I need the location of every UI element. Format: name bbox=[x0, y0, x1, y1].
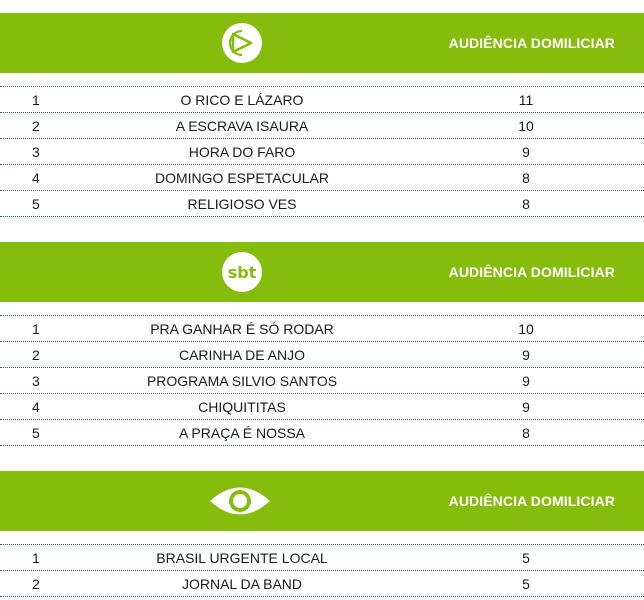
program-cell: A PRAÇA É NOSSA bbox=[178, 425, 306, 441]
table-row: 2 A ESCRAVA ISAURA 10 bbox=[0, 113, 644, 139]
sbt-logo-icon: sbt bbox=[222, 252, 262, 292]
rank-cell: 1 bbox=[32, 550, 40, 566]
program-cell: BRASIL URGENTE LOCAL bbox=[156, 550, 328, 566]
audience-header-label: AUDIÊNCIA DOMILICIAR bbox=[448, 35, 615, 51]
table-row: 5 RELIGIOSO VES 8 bbox=[0, 191, 644, 217]
program-cell: RELIGIOSO VES bbox=[187, 196, 297, 212]
section-header: AUDIÊNCIA DOMILICIAR bbox=[0, 471, 644, 531]
audience-cell: 5 bbox=[522, 576, 530, 592]
audience-cell: 9 bbox=[522, 373, 530, 389]
program-cell: JORNAL DA BAND bbox=[181, 576, 303, 592]
program-cell: CHIQUITITAS bbox=[198, 399, 286, 415]
audience-header-label: AUDIÊNCIA DOMILICIAR bbox=[448, 493, 615, 509]
table-row: 3 HORA DO FARO 9 bbox=[0, 139, 644, 165]
audience-cell: 5 bbox=[522, 550, 530, 566]
rank-cell: 3 bbox=[32, 373, 40, 389]
audience-header-label: AUDIÊNCIA DOMILICIAR bbox=[448, 264, 615, 280]
audience-cell: 9 bbox=[522, 347, 530, 363]
audience-cell: 9 bbox=[522, 144, 530, 160]
rank-cell: 2 bbox=[32, 347, 40, 363]
rank-cell: 2 bbox=[32, 118, 40, 134]
band-eye-logo-icon bbox=[210, 487, 270, 515]
table-row: 1 O RICO E LÁZARO 11 bbox=[0, 87, 644, 113]
program-cell: DOMINGO ESPETACULAR bbox=[155, 170, 329, 186]
audience-cell: 10 bbox=[518, 321, 534, 337]
program-cell: PRA GANHAR É SÓ RODAR bbox=[150, 321, 334, 337]
table-row: 5 A PRAÇA É NOSSA 8 bbox=[0, 420, 644, 446]
section-header: sbt AUDIÊNCIA DOMILICIAR bbox=[0, 242, 644, 302]
audience-cell: 8 bbox=[522, 170, 530, 186]
rank-cell: 2 bbox=[32, 576, 40, 592]
rank-cell: 1 bbox=[32, 92, 40, 108]
table-row: 2 JORNAL DA BAND 5 bbox=[0, 571, 644, 597]
record-logo-icon bbox=[222, 23, 262, 63]
audience-cell: 10 bbox=[518, 118, 534, 134]
rank-cell: 1 bbox=[32, 321, 40, 337]
audience-cell: 9 bbox=[522, 399, 530, 415]
program-cell: PROGRAMA SILVIO SANTOS bbox=[146, 373, 338, 389]
rank-cell: 5 bbox=[32, 196, 40, 212]
table-row: 4 DOMINGO ESPETACULAR 8 bbox=[0, 165, 644, 191]
table-row: 1 BRASIL URGENTE LOCAL 5 bbox=[0, 545, 644, 571]
audience-cell: 8 bbox=[522, 196, 530, 212]
program-cell: CARINHA DE ANJO bbox=[178, 347, 306, 363]
audience-cell: 11 bbox=[518, 92, 534, 108]
audience-cell: 8 bbox=[522, 425, 530, 441]
rank-cell: 4 bbox=[32, 399, 40, 415]
program-cell: O RICO E LÁZARO bbox=[180, 92, 304, 108]
table-row: 1 PRA GANHAR É SÓ RODAR 10 bbox=[0, 316, 644, 342]
table-row: 2 CARINHA DE ANJO 9 bbox=[0, 342, 644, 368]
rank-cell: 4 bbox=[32, 170, 40, 186]
table-row: 4 CHIQUITITAS 9 bbox=[0, 394, 644, 420]
program-cell: A ESCRAVA ISAURA bbox=[175, 118, 309, 134]
rank-cell: 5 bbox=[32, 425, 40, 441]
table-row: 3 PROGRAMA SILVIO SANTOS 9 bbox=[0, 368, 644, 394]
rank-cell: 3 bbox=[32, 144, 40, 160]
program-cell: HORA DO FARO bbox=[188, 144, 296, 160]
sbt-logo-text: sbt bbox=[228, 263, 257, 282]
section-header: AUDIÊNCIA DOMILICIAR bbox=[0, 13, 644, 73]
